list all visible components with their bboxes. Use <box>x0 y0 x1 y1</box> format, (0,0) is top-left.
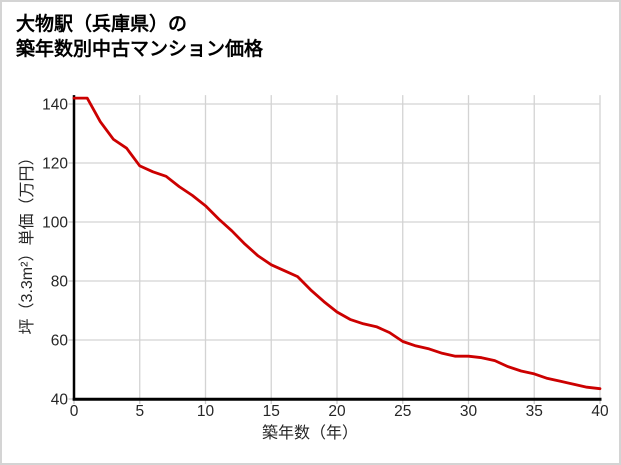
y-tick-label: 40 <box>51 392 69 409</box>
x-tick-label: 35 <box>526 403 543 420</box>
gridlines <box>74 95 601 399</box>
chart-title-line1: 大物駅（兵庫県）の <box>16 14 188 35</box>
y-axis-title: 坪（3.3m²）単価（万円） <box>18 150 36 335</box>
x-tick-label: 15 <box>263 403 280 420</box>
y-tick-label: 140 <box>42 97 68 114</box>
x-tick-label: 10 <box>197 403 215 420</box>
x-tick-label: 30 <box>460 403 478 420</box>
tick-labels: 40 60 80 100 120 140 0 5 10 15 20 25 30 35 40 <box>42 97 609 421</box>
y-tick-label: 120 <box>42 156 68 173</box>
axes <box>72 95 602 401</box>
chart-title-line2: 築年数別中古マンション価格 <box>16 39 264 60</box>
y-tick-label: 80 <box>51 274 69 291</box>
price-line <box>72 96 602 391</box>
x-tick-label: 0 <box>70 403 79 420</box>
x-axis-title: 築年数（年） <box>262 424 358 442</box>
x-tick-label: 40 <box>591 403 609 420</box>
chart-title: 大物駅（兵庫県）の 築年数別中古マンション価格 <box>16 12 263 62</box>
tick-marks <box>68 103 601 404</box>
x-tick-label: 25 <box>394 403 411 420</box>
y-tick-label: 100 <box>42 215 68 232</box>
x-tick-label: 20 <box>328 403 346 420</box>
x-tick-label: 5 <box>135 403 144 420</box>
y-tick-label: 60 <box>51 333 69 350</box>
